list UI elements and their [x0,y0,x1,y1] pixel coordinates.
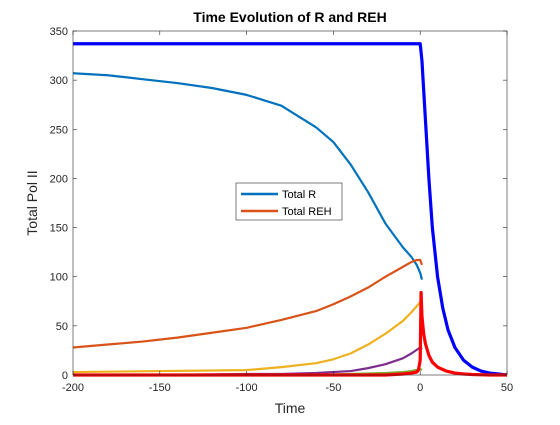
y-axis-label: Total Pol II [24,170,40,235]
x-tick-label: 50 [501,382,513,394]
y-tick-label: 300 [50,75,68,87]
legend-label-total-r: Total R [282,189,316,201]
y-tick-label: 250 [50,124,68,136]
y-tick-label: 50 [56,321,68,333]
x-axis-ticks: -200 -150 -100 -50 0 50 [62,31,513,394]
series-line-6 [73,42,508,377]
y-tick-label: 350 [50,26,68,38]
series-line-3 [72,301,423,374]
series-lines [72,42,508,377]
legend: Total R Total REH [235,182,343,221]
y-tick-label: 0 [62,370,68,382]
x-axis-label: Time [275,400,306,416]
series-line-7 [73,290,507,377]
y-tick-label: 150 [50,223,68,235]
x-tick-label: -200 [62,382,84,394]
legend-label-total-reh: Total REH [282,206,332,218]
x-tick-label: -50 [325,382,341,394]
legend-box [235,182,343,221]
series-line-1 [72,72,424,280]
chart-title: Time Evolution of R and REH [193,9,386,25]
y-tick-label: 100 [50,272,68,284]
y-axis-ticks: 0 50 100 150 200 250 300 350 [50,26,507,382]
x-tick-label: -150 [149,382,171,394]
x-tick-label: 0 [417,382,423,394]
x-tick-label: -100 [236,382,258,394]
plot-box [72,30,508,376]
series-line-2 [72,258,423,349]
y-tick-label: 200 [50,173,68,185]
